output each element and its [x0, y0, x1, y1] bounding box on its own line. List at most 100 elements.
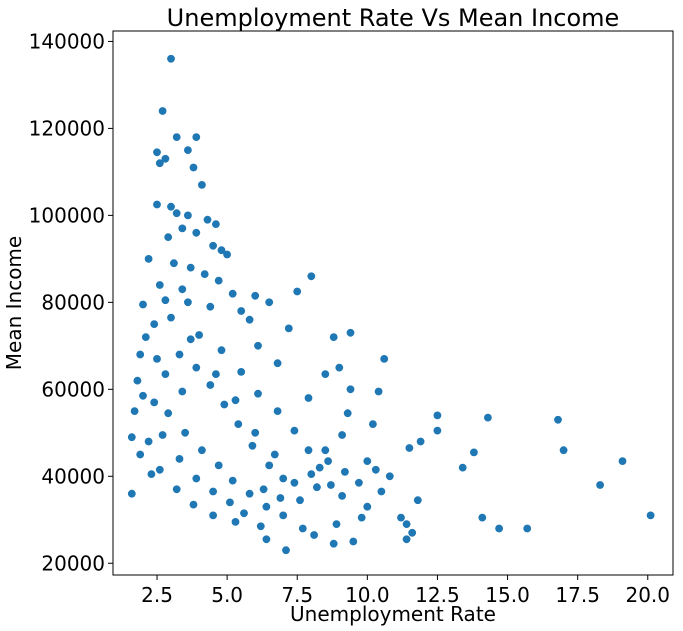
- data-point: [228, 289, 237, 298]
- data-point: [217, 346, 226, 355]
- data-point: [144, 255, 153, 263]
- data-point: [198, 446, 206, 455]
- data-point: [646, 511, 655, 520]
- data-point: [251, 291, 260, 300]
- data-point: [279, 474, 288, 483]
- data-point: [369, 420, 377, 428]
- data-point: [298, 524, 307, 533]
- y-axis-label: Mean Income: [2, 236, 26, 370]
- data-point: [226, 498, 234, 507]
- data-point: [164, 409, 173, 418]
- data-point: [327, 481, 335, 489]
- data-point: [338, 492, 346, 500]
- data-point: [175, 455, 184, 463]
- x-tick-label: 12.5: [415, 583, 460, 607]
- data-point: [245, 489, 254, 498]
- data-point: [150, 320, 159, 328]
- data-point: [237, 368, 246, 376]
- chart-title: Unemployment Rate Vs Mean Income: [167, 4, 620, 32]
- data-point: [363, 502, 372, 511]
- data-point: [554, 415, 562, 424]
- data-point: [284, 324, 293, 333]
- data-point: [158, 107, 167, 115]
- data-point: [458, 463, 467, 472]
- data-point: [172, 485, 181, 494]
- data-point: [282, 546, 290, 555]
- data-point: [478, 513, 487, 522]
- data-point: [256, 522, 265, 531]
- data-point: [161, 296, 170, 305]
- data-point: [172, 133, 181, 142]
- data-point: [198, 181, 206, 189]
- data-point: [416, 437, 425, 446]
- data-point: [133, 376, 142, 385]
- data-point: [310, 531, 318, 539]
- data-point: [150, 398, 159, 407]
- data-point: [189, 163, 198, 172]
- data-point: [144, 437, 153, 446]
- y-tick-label: 100000: [29, 203, 105, 227]
- data-point: [405, 444, 414, 452]
- data-point: [254, 341, 262, 350]
- data-point: [618, 457, 627, 465]
- y-tick-label: 80000: [41, 290, 105, 314]
- data-point: [313, 483, 321, 492]
- data-point: [523, 524, 532, 533]
- data-point: [192, 474, 201, 483]
- data-point: [341, 468, 349, 476]
- data-point: [304, 446, 313, 455]
- data-point: [234, 420, 243, 428]
- data-point: [321, 370, 330, 378]
- data-point: [355, 478, 363, 487]
- data-point: [559, 446, 568, 455]
- data-point: [231, 396, 240, 405]
- data-point: [153, 148, 161, 157]
- x-tick-label: 2.5: [141, 583, 173, 607]
- data-point: [596, 481, 604, 489]
- data-point: [139, 391, 147, 400]
- data-point: [335, 363, 344, 372]
- data-point: [223, 250, 232, 259]
- data-point: [153, 200, 161, 209]
- data-point: [377, 487, 386, 496]
- data-point: [206, 302, 215, 311]
- x-axis: 2.5 5.0 7.5 10.0 12.5 15.0 17.5 20.0: [141, 575, 670, 607]
- data-point: [273, 407, 282, 415]
- data-point: [265, 461, 274, 470]
- data-point: [273, 359, 282, 368]
- data-point: [484, 413, 492, 422]
- data-point: [212, 220, 220, 229]
- data-point: [262, 502, 271, 511]
- data-point: [349, 537, 358, 546]
- y-tick-label: 140000: [29, 29, 105, 53]
- data-point: [175, 350, 184, 359]
- data-point: [200, 270, 209, 278]
- data-point: [290, 478, 299, 487]
- data-point: [346, 385, 355, 394]
- data-point: [136, 450, 145, 459]
- data-point: [304, 394, 313, 402]
- y-tick-label: 60000: [41, 377, 105, 401]
- data-point: [155, 159, 164, 168]
- x-tick-label: 17.5: [555, 583, 600, 607]
- data-point: [139, 300, 147, 309]
- data-point: [189, 500, 198, 509]
- data-point: [184, 146, 192, 155]
- data-point: [158, 431, 167, 439]
- data-point: [495, 524, 503, 533]
- data-point: [130, 407, 139, 415]
- y-axis: 20000 40000 60000 80000 100000 120000 140000: [29, 29, 113, 575]
- data-point: [293, 287, 302, 296]
- data-point: [147, 470, 156, 478]
- data-point: [433, 426, 442, 435]
- data-point: [329, 333, 338, 341]
- data-point: [307, 470, 316, 478]
- data-point: [214, 276, 223, 285]
- data-point: [141, 333, 150, 341]
- data-point: [167, 202, 175, 211]
- x-tick-label: 5.0: [211, 583, 243, 607]
- data-point: [343, 409, 352, 418]
- data-point: [357, 513, 366, 522]
- data-point: [265, 298, 274, 307]
